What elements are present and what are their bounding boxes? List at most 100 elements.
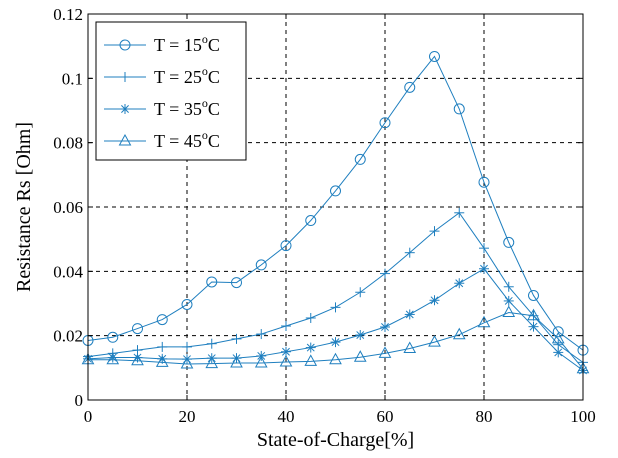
x-tick-label: 40 (278, 407, 295, 426)
data-point (380, 268, 390, 279)
data-point (330, 185, 341, 197)
data-point (404, 81, 416, 93)
y-tick-label: 0.02 (53, 327, 83, 346)
tick-layer: 0 20 40 60 80 100 0 0.02 0.04 0.06 0.08 0.1 0.12 (53, 5, 596, 426)
data-point (355, 330, 366, 341)
data-point (429, 295, 440, 306)
data-point (404, 309, 415, 320)
data-point (528, 321, 539, 332)
data-point (279, 355, 293, 367)
series-layer (81, 50, 590, 376)
legend-entry: T = 15oC (104, 32, 220, 55)
data-point (254, 355, 268, 368)
data-point (329, 352, 342, 365)
y-tick-label: 0.1 (62, 69, 83, 88)
data-point (403, 341, 417, 354)
series-1 (82, 50, 589, 356)
data-point (256, 329, 267, 340)
data-point (478, 176, 490, 188)
series-line (88, 311, 584, 370)
legend-label: T = 35oC (154, 96, 220, 119)
x-tick-label: 0 (84, 407, 93, 426)
legend-marker (120, 104, 130, 114)
legend-label: T = 45oC (154, 128, 220, 151)
data-point (231, 353, 242, 364)
legend-label: T = 25oC (154, 64, 220, 87)
data-point (305, 215, 317, 227)
x-tick-label: 100 (570, 407, 596, 426)
data-point (156, 314, 168, 326)
data-point (355, 287, 366, 298)
legend-marker (119, 39, 131, 51)
x-tick-label: 80 (476, 407, 493, 426)
y-axis-label: Resistance Rs [Ohm] (13, 122, 35, 292)
data-point (206, 338, 217, 349)
data-point (255, 259, 267, 271)
series-line (87, 55, 584, 351)
data-point (180, 356, 194, 369)
legend-entry: T = 25oC (104, 64, 220, 87)
data-point (428, 335, 441, 347)
data-point (205, 356, 219, 369)
y-tick-label: 0.06 (53, 198, 83, 217)
y-tick-label: 0.04 (53, 262, 83, 281)
y-tick-label: 0 (75, 391, 84, 410)
data-point (553, 347, 564, 358)
legend-label: T = 15oC (154, 32, 220, 55)
data-point (503, 295, 514, 306)
data-point (429, 226, 440, 237)
series-4 (81, 305, 590, 374)
series-3 (83, 263, 588, 376)
data-point (380, 321, 390, 332)
data-point (477, 315, 491, 328)
data-point (454, 207, 465, 218)
legend: T = 15oC T = 25oC T = 35oC T = 45oC (95, 21, 247, 161)
data-point (231, 333, 242, 344)
y-tick-label: 0.12 (53, 5, 83, 24)
data-point (503, 281, 514, 292)
data-point (157, 341, 168, 352)
data-point (305, 312, 316, 323)
y-tick-label: 0.08 (53, 134, 83, 153)
x-tick-label: 60 (377, 407, 394, 426)
data-point (429, 50, 440, 62)
data-point (379, 117, 391, 129)
legend-entry: T = 35oC (104, 96, 220, 119)
data-point (528, 289, 539, 301)
data-point (132, 323, 143, 335)
data-point (453, 103, 465, 115)
data-point (479, 263, 489, 274)
data-point (502, 305, 516, 318)
legend-marker (118, 133, 132, 146)
series-2 (83, 207, 588, 368)
data-point (552, 326, 564, 338)
legend-marker (120, 72, 130, 82)
data-point (479, 243, 489, 254)
data-point (454, 278, 465, 289)
data-point (527, 308, 540, 321)
data-point (503, 236, 515, 248)
data-point (551, 331, 565, 344)
data-point (231, 277, 242, 289)
data-point (305, 342, 316, 353)
data-point (131, 353, 144, 366)
data-point (452, 327, 466, 340)
data-point (281, 321, 291, 332)
x-tick-label: 20 (179, 407, 196, 426)
data-point (106, 352, 120, 365)
data-point (404, 247, 415, 258)
data-point (182, 341, 192, 352)
legend-entry: T = 45oC (104, 128, 220, 151)
data-point (353, 350, 367, 362)
data-point (155, 355, 169, 367)
data-point (280, 240, 292, 252)
data-point (354, 153, 366, 165)
data-point (304, 354, 318, 366)
data-point (378, 346, 392, 358)
data-point (230, 355, 243, 368)
data-point (330, 302, 341, 313)
data-point (206, 276, 218, 288)
data-point (181, 298, 193, 310)
data-point (256, 350, 267, 361)
